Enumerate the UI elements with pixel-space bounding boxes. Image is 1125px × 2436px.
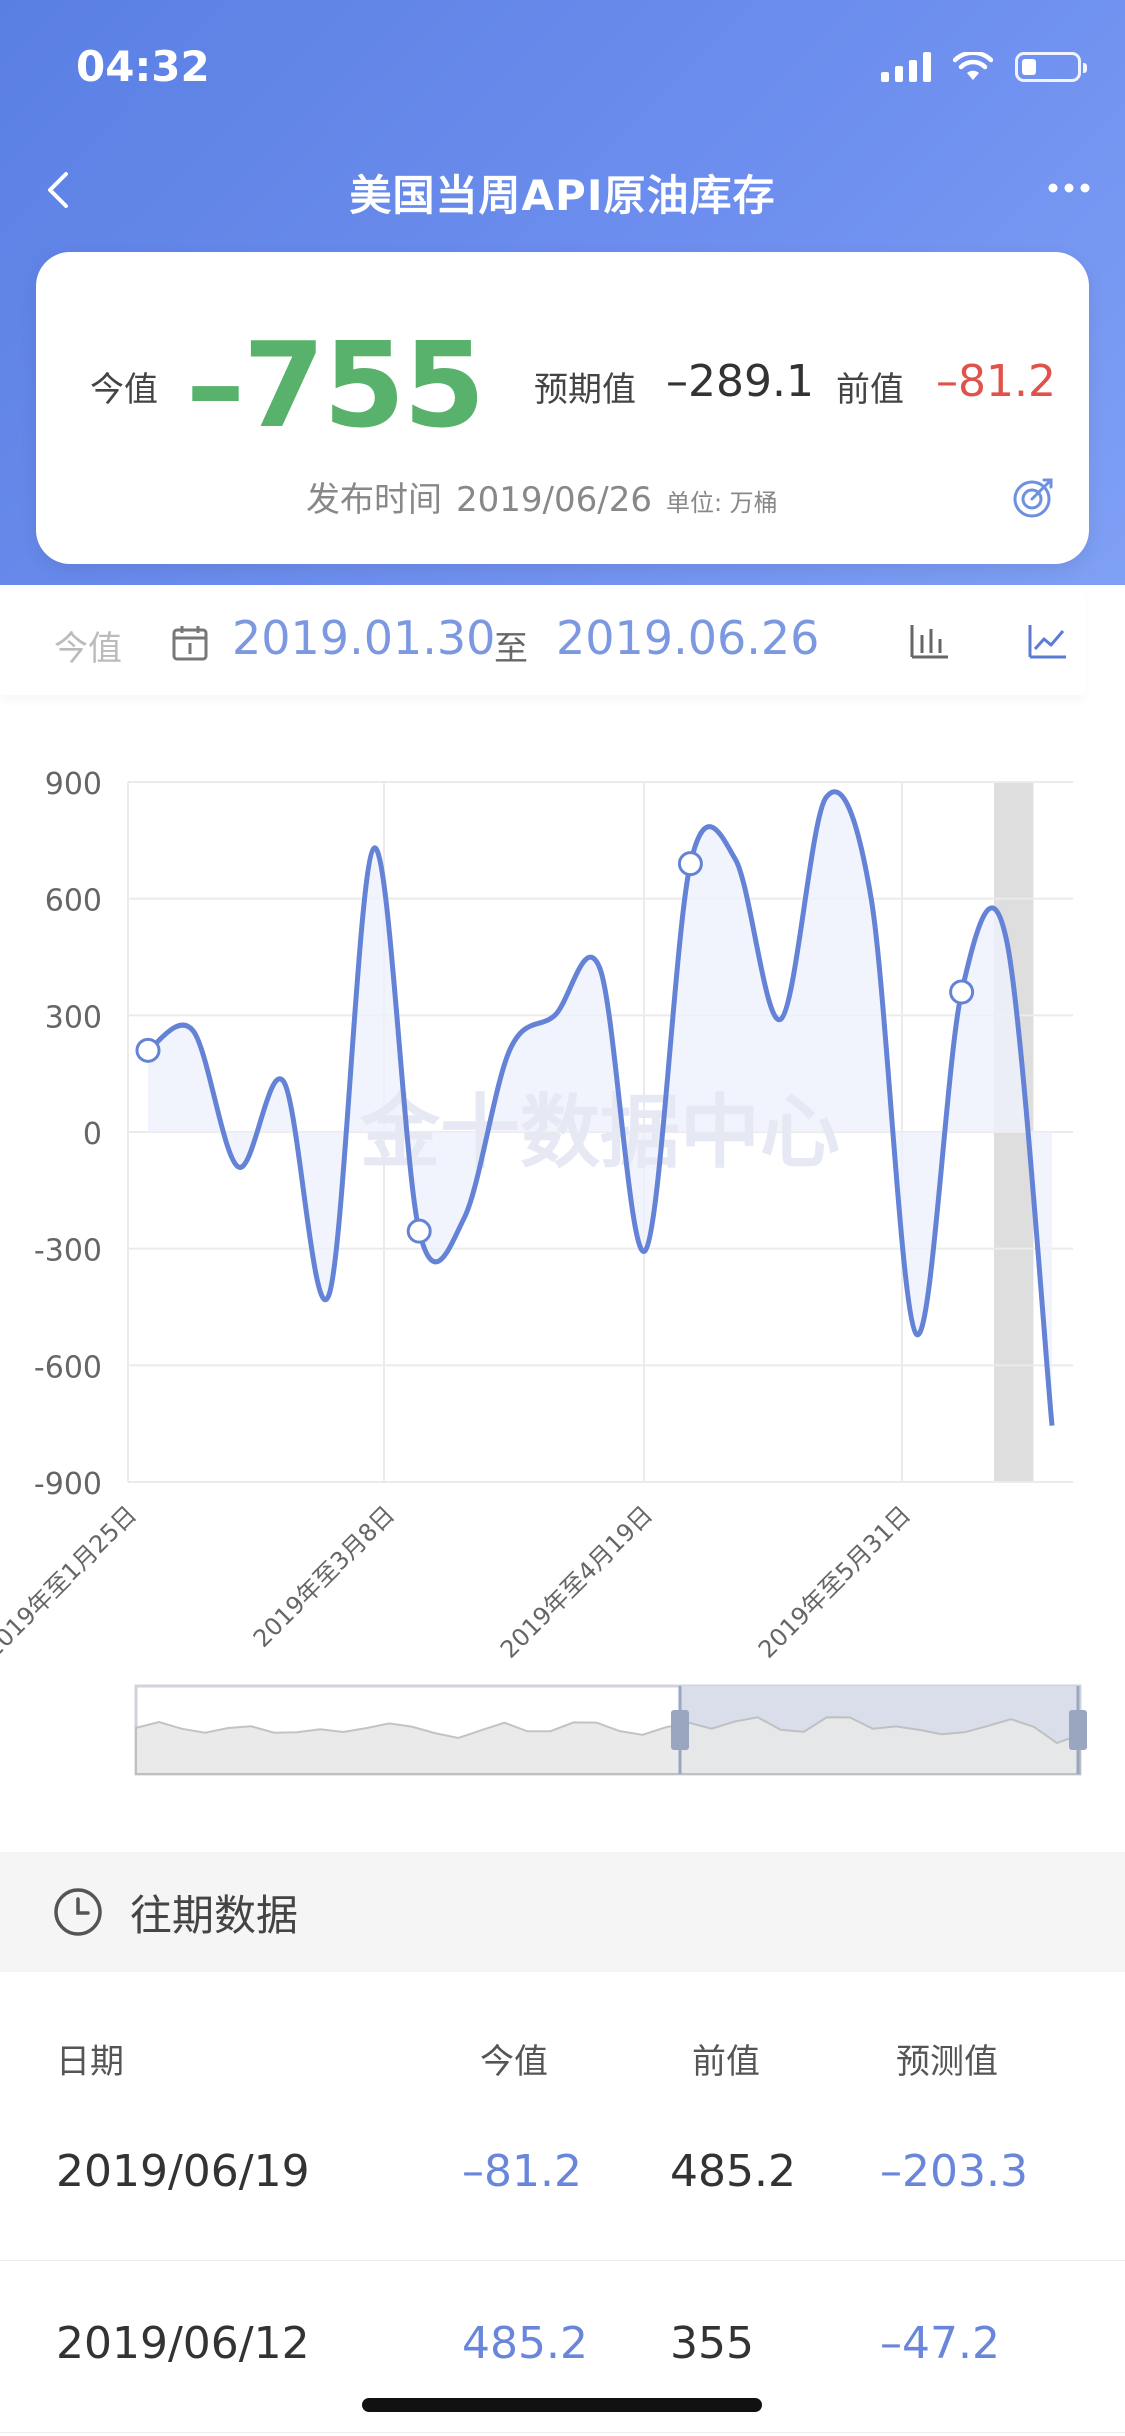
- series-line: [146, 789, 1055, 1426]
- page-title: 美国当周API原油库存: [349, 171, 776, 220]
- previous-label: 前值: [836, 370, 904, 410]
- status-icons: [881, 52, 1087, 82]
- row-forecast: –47.2: [880, 2318, 1000, 2369]
- previous-value: –81.2: [936, 356, 1056, 407]
- x-tick-label: 2019年至5月31日: [753, 1500, 916, 1663]
- range-handle: [1069, 1710, 1087, 1750]
- x-tick-label: 2019年至4月19日: [495, 1500, 658, 1663]
- status-time: 04:32: [76, 42, 210, 91]
- expected-value: –289.1: [666, 356, 814, 407]
- publish-date: 2019/06/26: [456, 480, 652, 520]
- status-bar: 04:32: [0, 0, 1125, 140]
- data-point: [949, 979, 975, 1005]
- home-indicator[interactable]: [362, 2398, 762, 2412]
- table-row[interactable]: 2019/06/19 –81.2 485.2 –203.3: [0, 2090, 1125, 2261]
- range-sparkline: [135, 1716, 1081, 1775]
- publish-label: 发布时间: [306, 480, 442, 520]
- line-chart: 900 600 300 0 -300 -600 -900 金十数据中心 2019年至1月25日 2…: [0, 767, 1087, 1776]
- watermark: 金十数据中心: [359, 1086, 840, 1179]
- publish-info: 发布时间 2019/06/26 单位: 万桶: [306, 472, 778, 521]
- now-value: –755: [186, 316, 485, 454]
- y-tick-label: 600: [45, 884, 102, 919]
- calendar-icon[interactable]: [170, 623, 210, 663]
- row-date: 2019/06/12: [56, 2318, 310, 2369]
- y-tick-label: 0: [83, 1117, 102, 1152]
- data-point: [406, 1218, 432, 1244]
- now-label: 今值: [90, 370, 158, 410]
- table-header: 日期 今值 前值 预测值: [0, 2020, 1125, 2090]
- series-area: [148, 791, 1052, 1426]
- unit-label: 单位: 万桶: [665, 489, 778, 517]
- date-filter-bar: 今值 2019.01.30 至 2019.06.26: [0, 585, 1085, 695]
- nav-bar: 美国当周API原油库存: [0, 150, 1125, 230]
- more-icon[interactable]: [1047, 178, 1091, 198]
- end-date[interactable]: 2019.06.26: [556, 611, 820, 665]
- expected-label: 预期值: [534, 370, 636, 410]
- header-forecast: 预测值: [896, 2042, 998, 2082]
- table-row[interactable]: 2019/06/12 485.2 355 –47.2: [0, 2262, 1125, 2433]
- x-tick-label: 2019年至1月25日: [0, 1500, 142, 1663]
- data-point: [135, 1037, 161, 1063]
- header-date: 日期: [56, 2042, 124, 2082]
- y-tick-label: -300: [34, 1234, 102, 1269]
- back-icon[interactable]: [38, 168, 82, 212]
- row-date: 2019/06/19: [56, 2146, 310, 2197]
- target-icon[interactable]: [1011, 474, 1057, 520]
- row-now: –81.2: [462, 2146, 582, 2197]
- row-forecast: –203.3: [880, 2146, 1028, 2197]
- y-tick-label: 300: [45, 1000, 102, 1035]
- data-point: [677, 851, 703, 877]
- battery-icon: [1015, 52, 1087, 82]
- header-now: 今值: [480, 2042, 548, 2082]
- row-prev: 355: [670, 2318, 754, 2369]
- x-tick-label: 2019年至3月8日: [248, 1500, 400, 1652]
- y-tick-label: -600: [34, 1350, 102, 1385]
- header-prev: 前值: [692, 2042, 760, 2082]
- filter-label[interactable]: 今值: [54, 629, 122, 669]
- line-chart-icon[interactable]: [1026, 621, 1068, 661]
- y-tick-label: -900: [34, 1467, 102, 1502]
- clock-icon: [54, 1888, 102, 1936]
- row-prev: 485.2: [670, 2146, 796, 2197]
- past-data-title: 往期数据: [130, 1891, 299, 1940]
- past-data-header: 往期数据: [0, 1852, 1125, 1972]
- summary-card: 今值 –755 预期值 –289.1 前值 –81.2 发布时间 2019/06/…: [36, 252, 1089, 564]
- date-separator: 至: [494, 629, 528, 669]
- wifi-icon: [953, 52, 993, 80]
- signal-icon: [881, 52, 931, 82]
- y-tick-label: 900: [45, 767, 102, 802]
- row-now: 485.2: [462, 2318, 588, 2369]
- range-handle: [671, 1710, 689, 1750]
- bar-chart-icon[interactable]: [908, 621, 950, 661]
- start-date[interactable]: 2019.01.30: [232, 611, 496, 665]
